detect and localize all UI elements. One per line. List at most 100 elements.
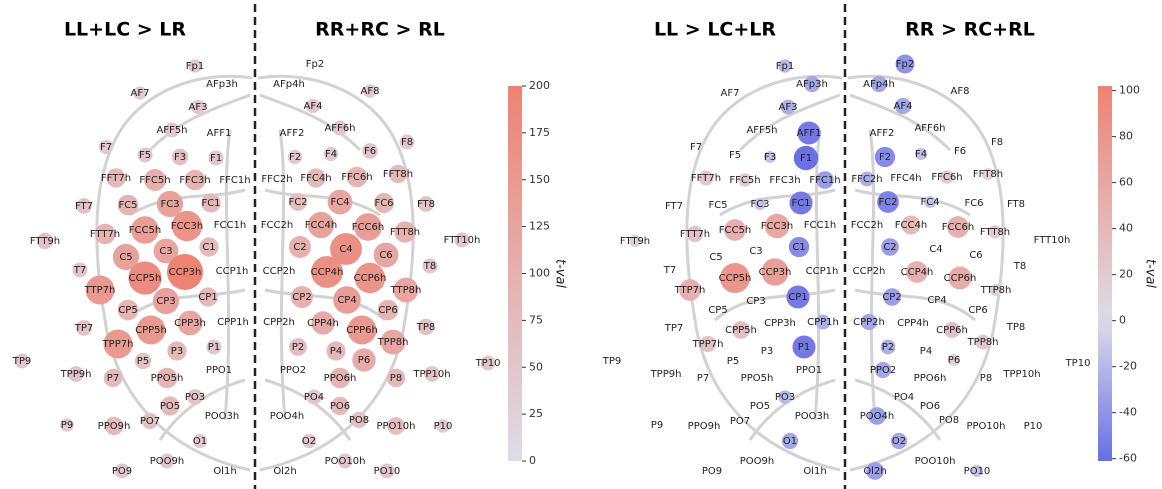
electrode-circle [187,389,203,405]
electrode-label: P1 [208,342,220,353]
electrode-circle [686,225,704,243]
brain-outline [278,129,287,421]
electrode-label: FC1 [201,198,220,209]
electrode-label: TTP7h [84,285,116,296]
electrode-label: POO4h [860,411,894,422]
electrode-label: AF7 [721,88,740,99]
electrode-circle [289,338,307,356]
electrode-label: FTT8h [390,227,420,238]
electrode-label: FCC5h [719,225,751,236]
electrode-label: FFC1h [809,175,840,186]
electrode-label: P6 [358,355,370,366]
panel-title: LL+LC > LR [64,19,186,41]
electrode-label: F6 [364,146,376,157]
electrode-label: TP9 [602,356,622,367]
electrode-label: CCP6h [944,273,977,284]
electrode-circle [103,368,123,388]
electrode-label: CPP6h [346,325,378,336]
electrode-circle [883,288,901,306]
electrode-label: AFF1 [207,128,232,139]
electrode-label: P7 [697,373,709,384]
electrode-circle [815,314,831,330]
electrode-label: CCP2h [853,266,886,277]
electrode-circle [778,59,792,73]
electrode-label: AF7 [131,88,150,99]
electrode-circle [346,166,368,188]
electrode-label: FTT10h [1034,235,1071,246]
electrode-label: F5 [139,150,151,161]
electrode-circle [60,418,74,432]
electrode-circle [418,196,434,212]
electrode-circle [164,122,180,138]
colorbar-tick-label: 175 [529,126,550,139]
electrode-label: FT7 [665,201,683,212]
electrode-label: FCC2h [851,220,883,231]
electrode-circle [354,213,382,241]
electrode-circle [159,453,175,469]
electrode-circle [732,321,750,339]
electrode-circle [152,287,180,315]
colorbar-tick-label: 200 [529,79,550,92]
electrode-circle [128,261,162,295]
electrode-label: FC2 [288,197,307,208]
electrode-label: PO3 [185,392,205,403]
electrode-label: FFC3h [769,175,800,186]
electrode-label: F6 [954,146,966,157]
electrode-circle [305,98,321,114]
electrode-circle [724,219,746,241]
electrode-label: T7 [73,265,86,276]
electrode-label: FC3 [750,199,769,210]
electrode-label: PO9 [702,466,722,477]
electrode-label: TPP10h [1002,369,1040,380]
electrode-circle [85,275,115,305]
electrode-circle [763,150,777,164]
electrode-label: FT8 [417,199,435,210]
electrode-circle [981,167,995,181]
electrode-label: Ol2h [273,466,296,477]
electrode-circle [104,416,124,436]
electrode-label: PO8 [349,415,369,426]
colorbar-tick-label: 40 [1119,222,1133,235]
electrode-circle [131,216,159,244]
electrode-circle [184,169,206,191]
electrode-circle [880,339,896,355]
electrode-label: P9 [651,420,663,431]
electrode-circle [156,367,178,389]
electrode-label: C6 [379,250,392,261]
electrode-circle [377,299,399,321]
electrode-label: PPO5h [741,373,774,384]
electrode-label: AFF2 [280,128,305,139]
electrode-label: PPO1 [206,365,232,376]
electrode-circle [789,191,813,215]
brain-outline [868,129,877,421]
electrode-circle [860,313,878,331]
electrode-circle [362,143,378,159]
electrode-circle [307,211,335,239]
electrode-label: FCC3h [761,221,793,232]
electrode-circle [386,368,406,388]
brain-outline [264,288,386,322]
electrode-label: POO4h [270,411,304,422]
colorbar-tick-label: 150 [529,173,550,186]
electrode-label: POO9h [150,456,184,467]
electrode-label: CP5 [118,305,137,316]
electrode-circle [327,189,353,215]
electrode-label: AFF6h [914,123,945,134]
electrode-circle [881,238,899,256]
electrode-label: FCC3h [171,221,203,232]
electrode-label: P7 [107,373,119,384]
electrode-label: P4 [330,346,342,357]
electrode-label: O2 [302,436,316,447]
colorbar [1098,86,1112,461]
electrode-label: PO7 [730,416,750,427]
electrode-label: CP1 [198,292,217,303]
electrode-circle [788,236,810,258]
electrode-label: O2 [892,436,906,447]
electrode-label: CCP1h [806,266,839,277]
electrode-circle [720,263,750,293]
electrode-label: P1 [798,342,810,353]
electrode-label: TPP9h [650,369,682,380]
electrode-label: CP4 [337,295,356,306]
electrode-label: CPP4h [897,318,929,329]
panel-title: RR+RC > RL [315,19,445,41]
